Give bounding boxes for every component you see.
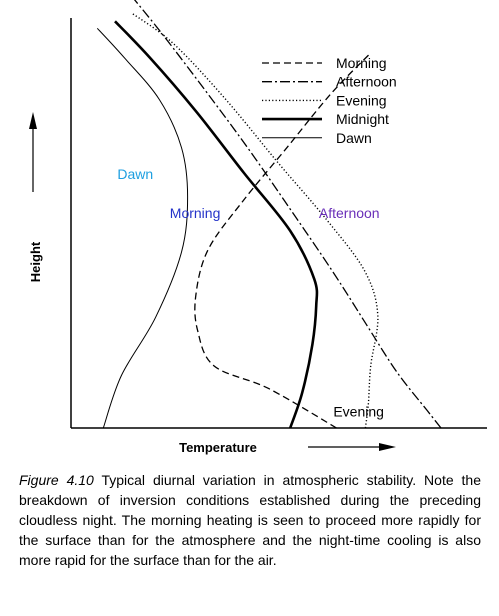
curve-labels: Dawn Morning Afternoon Evening <box>117 166 384 420</box>
legend-label-afternoon: Afternoon <box>336 74 397 90</box>
legend: Morning Afternoon Evening Midnight Dawn <box>262 55 397 146</box>
x-axis-arrow <box>308 443 396 451</box>
curve-label-afternoon: Afternoon <box>319 205 380 221</box>
legend-label-evening: Evening <box>336 92 387 108</box>
curve-label-morning: Morning <box>170 205 221 221</box>
legend-label-morning: Morning <box>336 55 387 71</box>
y-axis-label: Height <box>28 241 43 282</box>
caption-text: Typical diurnal variation in atmospheric… <box>19 472 481 568</box>
curve-label-evening: Evening <box>333 404 384 420</box>
figure-caption: Figure 4.10 Typical diurnal variation in… <box>19 470 481 570</box>
curve-label-dawn: Dawn <box>117 166 153 182</box>
figure-number: Figure 4.10 <box>19 472 94 488</box>
x-axis-label: Temperature <box>179 440 257 455</box>
series-line-evening <box>130 12 379 429</box>
series-line-midnight <box>114 20 319 429</box>
chart: Height Temperature Morning Afternoon Eveni… <box>28 0 487 455</box>
legend-label-dawn: Dawn <box>336 130 372 146</box>
series-line-morning <box>194 53 371 429</box>
series-line-dawn <box>96 27 189 429</box>
series-line-afternoon <box>133 0 442 429</box>
y-axis-arrow <box>29 112 37 192</box>
curves-layer <box>96 0 442 429</box>
legend-label-midnight: Midnight <box>336 111 389 127</box>
